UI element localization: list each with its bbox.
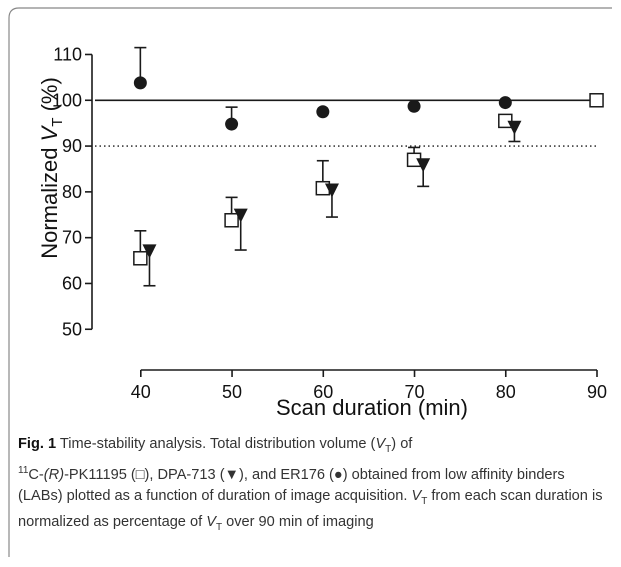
caption-label: Fig. 1 xyxy=(18,436,57,452)
data-point-square xyxy=(133,251,148,266)
chart: 40 50 60 70 80 90 50 60 70 80 90 100 110 Scan durat… xyxy=(37,44,607,420)
x-tick-label: 70 xyxy=(405,382,425,402)
data-point-triangle xyxy=(142,244,157,259)
caption-text-4: -PK11195 (□), DPA-713 (▼), and ER176 (●)… xyxy=(18,466,565,504)
caption-text-5: from each scan duration is normalized as… xyxy=(18,487,603,530)
caption-vt3-v: V xyxy=(206,513,216,530)
data-point-circle xyxy=(133,76,147,90)
y-tick-label: 110 xyxy=(53,44,82,64)
figure-caption: Fig. 1 Time-stability analysis. Total di… xyxy=(18,434,608,538)
x-tick-label: 60 xyxy=(313,382,333,402)
y-axis-title-sub: T xyxy=(49,118,66,127)
caption-vt3-sub: T xyxy=(215,521,223,533)
data-point-circle xyxy=(225,117,239,131)
caption-text-3: C- xyxy=(28,466,44,483)
data-point-square xyxy=(589,93,604,108)
data-point-circle xyxy=(407,99,421,113)
y-axis-title-v: V xyxy=(37,124,62,141)
caption-vt-v: V xyxy=(375,436,386,452)
reference-lines xyxy=(95,99,597,147)
x-ticks: 40 50 60 70 80 90 xyxy=(131,370,607,402)
data-points xyxy=(133,46,604,287)
y-tick-label: 60 xyxy=(62,273,82,293)
caption-iso-sup: 11 xyxy=(18,464,29,476)
caption-r-italic: (R) xyxy=(43,466,65,483)
y-tick-label: 50 xyxy=(62,319,82,339)
caption-title: Time-stability analysis. xyxy=(59,436,207,452)
data-point-triangle xyxy=(507,120,522,135)
y-tick-label: 90 xyxy=(62,136,82,156)
y-tick-label: 70 xyxy=(62,228,82,248)
y-tick-label: 80 xyxy=(62,182,82,202)
caption-vt2-sub: T xyxy=(421,495,428,507)
y-axis-title-suffix: (%) xyxy=(37,77,62,117)
y-axis-title-prefix: Normalized xyxy=(37,141,62,258)
y-axis-title: Normalized VT (%) xyxy=(37,77,66,259)
caption-vt2-v: V xyxy=(411,487,422,504)
caption-text-2: ) of xyxy=(391,436,413,452)
x-tick-label: 40 xyxy=(131,382,151,402)
data-point-square xyxy=(224,213,239,228)
data-point-triangle xyxy=(416,158,431,173)
caption-text-6: over 90 min of imaging xyxy=(222,513,374,530)
x-tick-label: 80 xyxy=(496,382,516,402)
data-point-triangle xyxy=(324,183,339,198)
x-tick-label: 50 xyxy=(222,382,242,402)
y-tick-label: 100 xyxy=(52,90,82,110)
x-tick-label: 90 xyxy=(587,382,607,402)
data-point-triangle xyxy=(233,208,248,223)
y-ticks: 50 60 70 80 90 100 110 xyxy=(52,44,92,339)
caption-vt-sub: T xyxy=(385,443,392,455)
data-point-circle xyxy=(316,105,330,119)
axes xyxy=(91,54,597,371)
caption-text-1: Total distribution volume ( xyxy=(209,436,376,452)
x-axis-title: Scan duration (min) xyxy=(276,395,468,420)
data-point-circle xyxy=(498,96,512,110)
